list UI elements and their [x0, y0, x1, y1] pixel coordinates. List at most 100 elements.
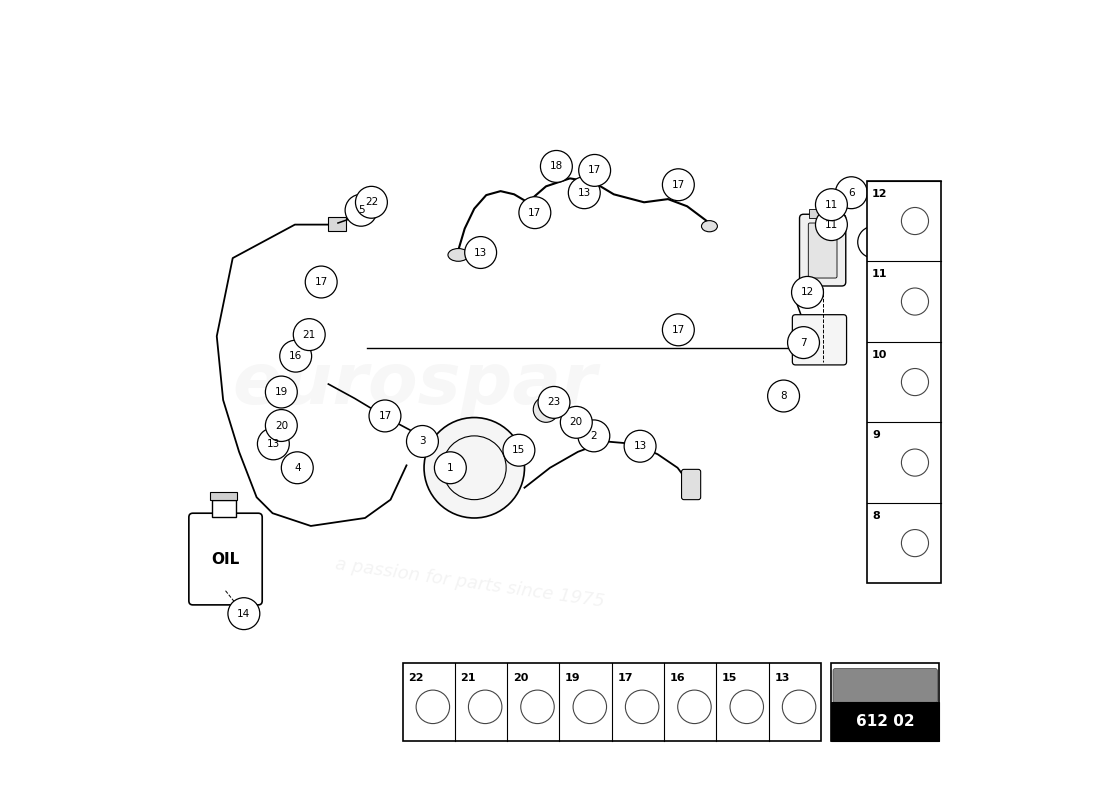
Text: 15: 15 — [722, 673, 737, 682]
Circle shape — [368, 400, 400, 432]
Text: 18: 18 — [550, 162, 563, 171]
Text: 10: 10 — [867, 237, 880, 247]
Text: 5: 5 — [358, 206, 364, 215]
FancyBboxPatch shape — [808, 223, 837, 278]
Text: 16: 16 — [670, 673, 685, 682]
FancyBboxPatch shape — [800, 214, 846, 286]
Circle shape — [540, 150, 572, 182]
Circle shape — [294, 318, 326, 350]
Circle shape — [579, 154, 610, 186]
Circle shape — [662, 169, 694, 201]
Text: 17: 17 — [672, 180, 685, 190]
Text: 19: 19 — [275, 387, 288, 397]
Text: 13: 13 — [578, 188, 591, 198]
Text: 10: 10 — [872, 350, 888, 360]
Text: 12: 12 — [801, 287, 814, 298]
Circle shape — [792, 277, 824, 308]
FancyBboxPatch shape — [189, 514, 262, 605]
Bar — [810, 209, 836, 218]
Text: 20: 20 — [570, 418, 583, 427]
Circle shape — [569, 177, 601, 209]
Text: 12: 12 — [872, 189, 888, 198]
Circle shape — [279, 340, 311, 372]
Circle shape — [858, 226, 890, 258]
Text: 8: 8 — [872, 511, 880, 521]
Circle shape — [560, 406, 592, 438]
Text: 20: 20 — [513, 673, 528, 682]
Text: 20: 20 — [275, 421, 288, 430]
Bar — [832, 702, 939, 742]
Text: 21: 21 — [461, 673, 476, 682]
Circle shape — [534, 397, 559, 422]
Circle shape — [265, 410, 297, 442]
Text: 13: 13 — [266, 439, 280, 449]
Bar — [210, 492, 238, 500]
Text: 19: 19 — [565, 673, 581, 682]
Circle shape — [815, 189, 847, 221]
Circle shape — [355, 186, 387, 218]
Text: 8: 8 — [780, 391, 786, 401]
Circle shape — [434, 452, 466, 484]
Text: 17: 17 — [528, 208, 541, 218]
FancyBboxPatch shape — [682, 470, 701, 500]
Circle shape — [662, 314, 694, 346]
Bar — [329, 217, 345, 231]
Circle shape — [876, 254, 907, 286]
Bar — [403, 663, 821, 742]
Circle shape — [578, 420, 609, 452]
Text: 9: 9 — [872, 430, 880, 440]
Text: 11: 11 — [825, 200, 838, 210]
Circle shape — [519, 197, 551, 229]
Circle shape — [624, 430, 656, 462]
Bar — [212, 500, 235, 517]
Text: 3: 3 — [419, 437, 426, 446]
Circle shape — [424, 418, 525, 518]
Text: 16: 16 — [289, 351, 302, 361]
Text: OIL: OIL — [211, 552, 240, 567]
Text: 17: 17 — [672, 325, 685, 335]
Text: eurospar: eurospar — [232, 350, 597, 418]
Text: 9: 9 — [888, 265, 894, 275]
Text: 13: 13 — [474, 247, 487, 258]
Text: 17: 17 — [588, 166, 602, 175]
Text: 17: 17 — [617, 673, 632, 682]
Circle shape — [503, 434, 535, 466]
Circle shape — [345, 194, 377, 226]
FancyBboxPatch shape — [833, 669, 937, 703]
Text: 11: 11 — [825, 220, 838, 230]
Circle shape — [257, 428, 289, 460]
FancyBboxPatch shape — [792, 314, 847, 365]
Text: 22: 22 — [408, 673, 424, 682]
Bar — [832, 663, 939, 742]
Text: 2: 2 — [591, 431, 597, 441]
Ellipse shape — [702, 221, 717, 232]
Text: 17: 17 — [315, 277, 328, 287]
Circle shape — [464, 237, 496, 269]
Circle shape — [538, 386, 570, 418]
Text: 13: 13 — [774, 673, 790, 682]
Text: 612 02: 612 02 — [856, 714, 914, 729]
Circle shape — [768, 380, 800, 412]
Bar — [867, 181, 940, 583]
Text: 17: 17 — [378, 411, 392, 421]
Text: 4: 4 — [294, 462, 300, 473]
Circle shape — [228, 598, 260, 630]
Text: 7: 7 — [800, 338, 806, 347]
Text: 21: 21 — [302, 330, 316, 340]
Text: 11: 11 — [872, 270, 888, 279]
Text: 23: 23 — [548, 398, 561, 407]
Circle shape — [265, 376, 297, 408]
Text: a passion for parts since 1975: a passion for parts since 1975 — [334, 555, 606, 611]
Circle shape — [835, 177, 867, 209]
Circle shape — [306, 266, 337, 298]
Text: 14: 14 — [238, 609, 251, 618]
Text: 6: 6 — [848, 188, 855, 198]
Circle shape — [407, 426, 439, 458]
Circle shape — [788, 326, 820, 358]
Ellipse shape — [448, 249, 469, 262]
Text: 22: 22 — [365, 198, 378, 207]
Text: 15: 15 — [513, 446, 526, 455]
Circle shape — [815, 209, 847, 241]
Text: 1: 1 — [447, 462, 453, 473]
Text: 13: 13 — [634, 442, 647, 451]
